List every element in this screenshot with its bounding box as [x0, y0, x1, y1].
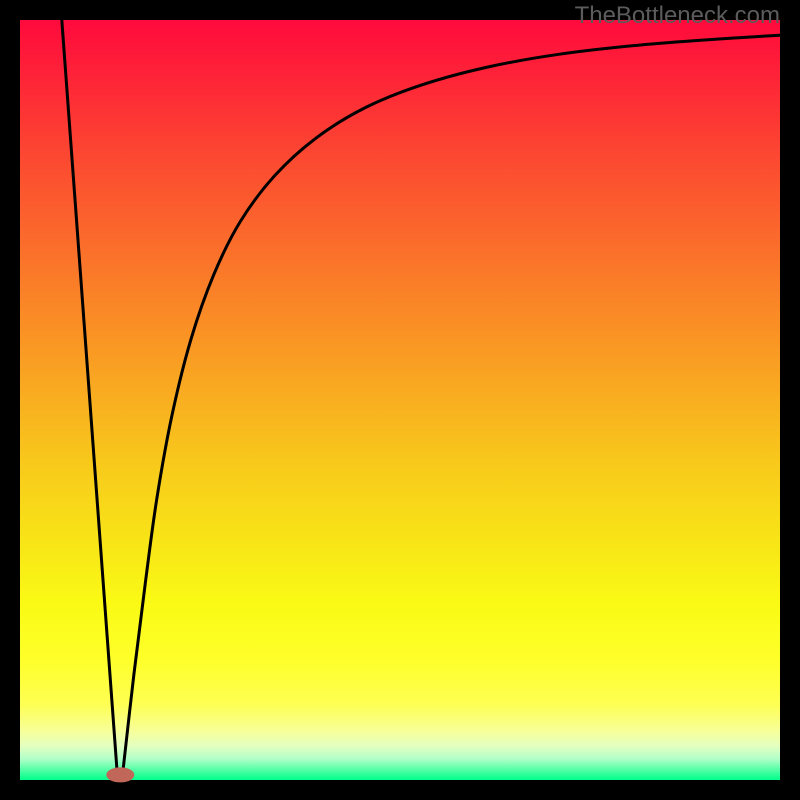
curve-overlay	[0, 0, 800, 800]
chart-container: TheBottleneck.com	[0, 0, 800, 800]
watermark-text: TheBottleneck.com	[575, 2, 780, 30]
curve-left-branch	[62, 20, 117, 774]
curve-right-branch	[123, 35, 780, 774]
